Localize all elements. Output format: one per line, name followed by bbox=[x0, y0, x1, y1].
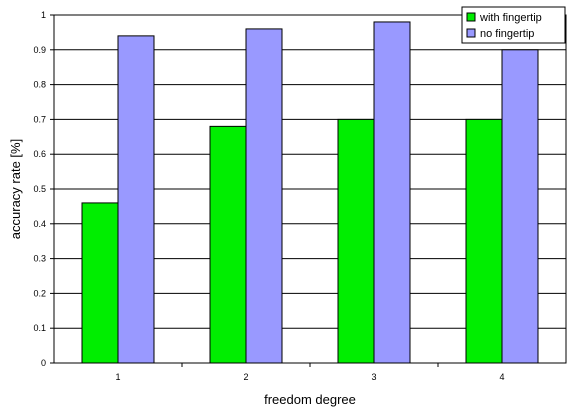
x-tick-label: 1 bbox=[115, 372, 120, 382]
x-axis-ticks: 1 2 3 4 bbox=[115, 363, 505, 382]
y-tick-label: 0.4 bbox=[33, 219, 46, 229]
y-tick-label: 0.7 bbox=[33, 114, 46, 124]
legend-label: no fingertip bbox=[480, 28, 534, 40]
bar-no-fingertip-1 bbox=[117, 35, 155, 364]
y-tick-label: 0.1 bbox=[33, 323, 46, 333]
y-axis-title: accuracy rate [%] bbox=[8, 139, 23, 239]
y-tick-label: 0.8 bbox=[33, 80, 46, 90]
bar-with-fingertip-1 bbox=[81, 202, 119, 364]
x-tick-label: 3 bbox=[371, 372, 376, 382]
legend: with fingertip no fingertip bbox=[461, 6, 566, 44]
y-tick-label: 0.3 bbox=[33, 254, 46, 264]
y-axis-ticks: 0 0.1 0.2 0.3 0.4 0.5 0.6 0.7 0.8 0.9 1 bbox=[33, 10, 54, 368]
y-tick-label: 1 bbox=[41, 10, 46, 20]
bar-with-fingertip-4 bbox=[465, 118, 503, 364]
legend-label: with fingertip bbox=[479, 12, 542, 24]
x-axis-title: freedom degree bbox=[264, 392, 356, 407]
bar-with-fingertip-2 bbox=[209, 125, 247, 364]
y-tick-label: 0.6 bbox=[33, 149, 46, 159]
legend-swatch bbox=[466, 12, 476, 22]
x-tick-label: 2 bbox=[243, 372, 248, 382]
y-tick-label: 0 bbox=[41, 358, 46, 368]
bar-with-fingertip-3 bbox=[337, 118, 375, 364]
bar-no-fingertip-4 bbox=[501, 49, 539, 364]
y-tick-label: 0.9 bbox=[33, 45, 46, 55]
x-tick-label: 4 bbox=[499, 372, 504, 382]
bar-no-fingertip-2 bbox=[245, 28, 283, 364]
legend-box bbox=[461, 6, 566, 44]
y-tick-label: 0.2 bbox=[33, 288, 46, 298]
legend-swatch bbox=[466, 28, 476, 38]
y-tick-label: 0.5 bbox=[33, 184, 46, 194]
bars bbox=[81, 21, 539, 364]
bar-no-fingertip-3 bbox=[373, 21, 411, 364]
